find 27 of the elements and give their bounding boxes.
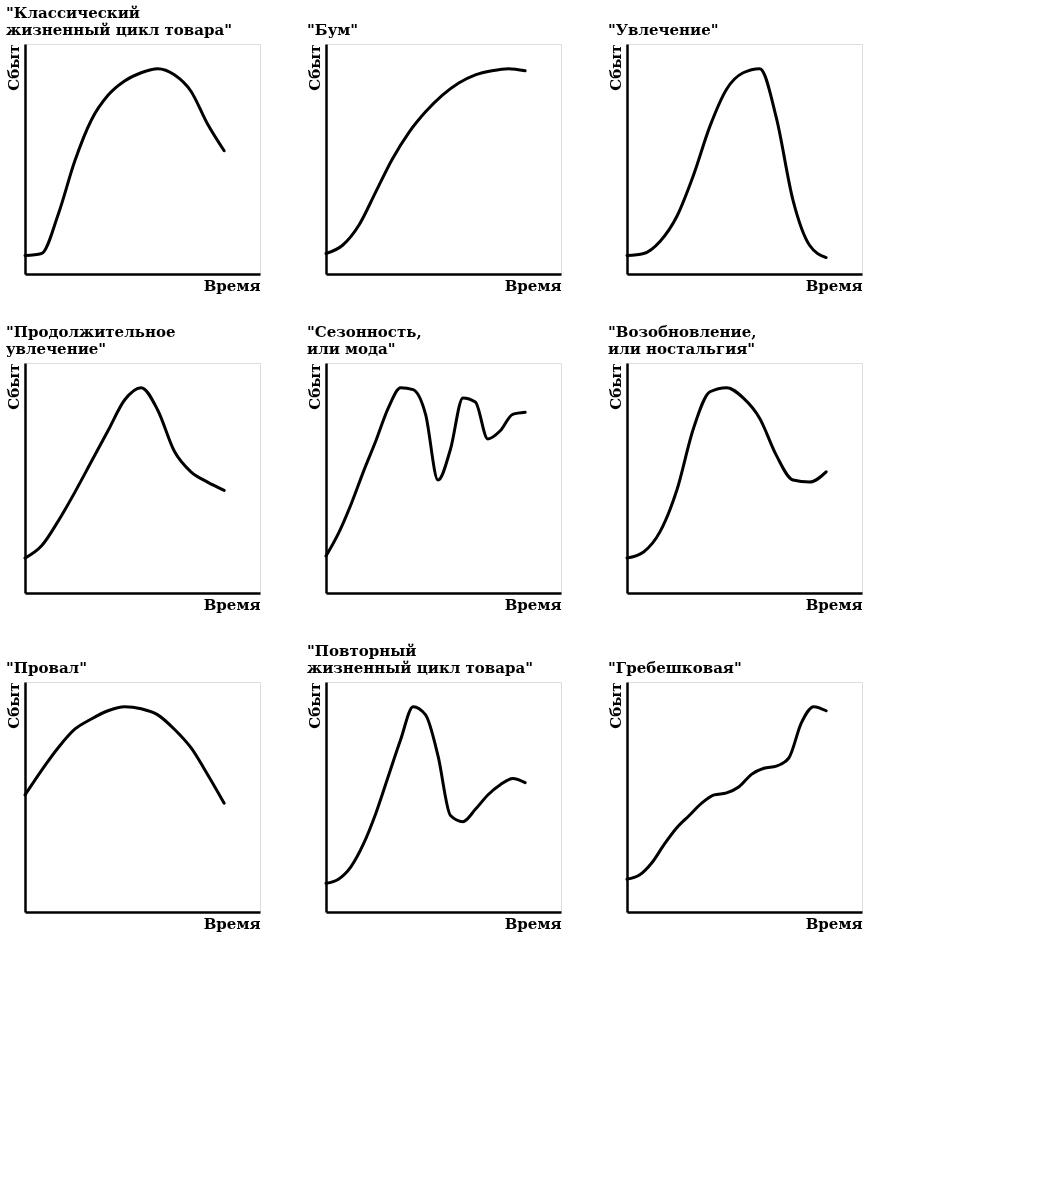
chart-title: "Бум" (307, 21, 359, 39)
chart-title: "Повторный жизненный цикл товара" (307, 642, 534, 677)
y-axis-title: Сбыт (4, 44, 23, 91)
x-axis-title: Время (805, 595, 863, 614)
x-axis-title: Время (203, 276, 261, 295)
y-axis-title: Сбыт (4, 682, 23, 729)
y-axis-title: Сбыт (4, 363, 23, 410)
x-axis-title: Время (504, 276, 562, 295)
x-axis-title: Время (504, 914, 562, 933)
y-axis-title: Сбыт (606, 44, 625, 91)
chart-title: "Возобновление, или ностальгия" (608, 323, 757, 358)
y-axis-title: Сбыт (305, 682, 324, 729)
chart-title: "Сезонность, или мода" (307, 323, 422, 358)
x-axis-title: Время (203, 595, 261, 614)
y-axis-title: Сбыт (305, 363, 324, 410)
x-axis-title: Время (504, 595, 562, 614)
x-axis-title: Время (805, 276, 863, 295)
chart-title: "Гребешковая" (608, 659, 742, 677)
y-axis-title: Сбыт (305, 44, 324, 91)
y-axis-title: Сбыт (606, 682, 625, 729)
chart-title: "Классический жизненный цикл товара" (6, 4, 233, 39)
x-axis-title: Время (805, 914, 863, 933)
chart-title: "Провал" (6, 659, 88, 677)
y-axis-title: Сбыт (606, 363, 625, 410)
x-axis-title: Время (203, 914, 261, 933)
chart-title: "Продолжительное увлечение" (6, 323, 176, 358)
chart-title: "Увлечение" (608, 21, 719, 39)
